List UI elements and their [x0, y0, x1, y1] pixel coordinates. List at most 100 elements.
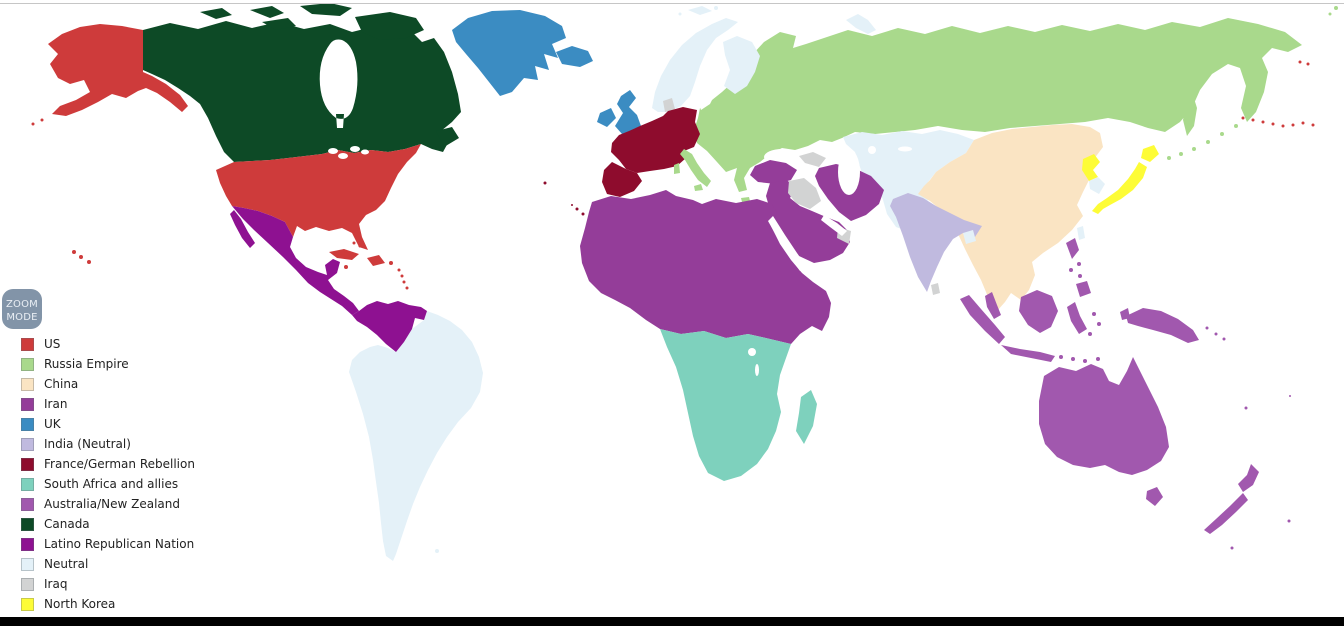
- legend-item: Canada: [21, 514, 195, 534]
- legend-label: France/German Rebellion: [44, 457, 195, 471]
- legend-swatch: [21, 497, 34, 511]
- region-tasmania[interactable]: [1146, 487, 1163, 506]
- region-iceland[interactable]: [556, 46, 593, 67]
- falkland-islands[interactable]: [435, 549, 439, 553]
- region-india[interactable]: [890, 193, 982, 292]
- legend-item: Iran: [21, 394, 195, 414]
- region-north-korea[interactable]: [1082, 154, 1100, 181]
- aleutian-islands[interactable]: [31, 60, 1315, 128]
- legend-swatch: [21, 517, 34, 531]
- region-bangladesh[interactable]: [963, 230, 976, 244]
- region-taiwan[interactable]: [1077, 226, 1085, 240]
- legend-item: France/German Rebellion: [21, 454, 195, 474]
- region-greenland[interactable]: [452, 10, 566, 96]
- legend-label: Iran: [44, 397, 68, 411]
- legend-label: UK: [44, 417, 61, 431]
- region-usa[interactable]: [216, 144, 421, 250]
- region-cuba-hispaniola[interactable]: [329, 249, 385, 266]
- indonesian-islets[interactable]: [1059, 312, 1291, 410]
- svalbard-islets[interactable]: [678, 6, 719, 16]
- legend-item: India (Neutral): [21, 434, 195, 454]
- region-sakhalin[interactable]: [1183, 92, 1197, 136]
- pacific-islets[interactable]: [1230, 519, 1291, 550]
- gulf-of-bothnia: [700, 44, 720, 92]
- region-denmark[interactable]: [663, 98, 675, 112]
- legend-item: US: [21, 334, 195, 354]
- legend-item: Latino Republican Nation: [21, 534, 195, 554]
- atlantic-islands[interactable]: [543, 181, 585, 216]
- region-finland[interactable]: [723, 36, 760, 94]
- region-colombia-venezuela[interactable]: [352, 301, 427, 352]
- region-sri-lanka[interactable]: [931, 283, 940, 295]
- hawaii-islands[interactable]: [72, 250, 91, 264]
- region-south-america[interactable]: [349, 311, 483, 561]
- legend-label: China: [44, 377, 79, 391]
- legend-swatch: [21, 577, 34, 591]
- persian-gulf: [821, 215, 847, 236]
- region-great-britain[interactable]: [615, 90, 641, 136]
- region-france-germany[interactable]: [611, 107, 700, 173]
- legend-swatch: [21, 557, 34, 571]
- map-top-border: [0, 3, 1344, 4]
- zoom-mode-button[interactable]: ZOOM MODE: [2, 289, 42, 329]
- region-japan-hokkaido[interactable]: [1141, 145, 1159, 162]
- region-north-africa[interactable]: [580, 190, 831, 344]
- region-sicily[interactable]: [694, 184, 703, 191]
- region-russia-empire[interactable]: [694, 18, 1302, 192]
- hudson-bay: [319, 39, 358, 128]
- legend-label: Iraq: [44, 577, 68, 591]
- region-iberia[interactable]: [602, 162, 642, 197]
- aral-sea: [868, 146, 876, 154]
- region-scandinavia[interactable]: [652, 18, 738, 112]
- legend-label: North Korea: [44, 597, 116, 611]
- region-australia[interactable]: [1039, 357, 1169, 475]
- region-china[interactable]: [918, 124, 1103, 311]
- region-baja-california[interactable]: [230, 210, 255, 248]
- region-svalbard[interactable]: [688, 6, 712, 15]
- region-ireland[interactable]: [597, 108, 616, 127]
- caribbean-islets[interactable]: [344, 241, 409, 290]
- legend-item: UK: [21, 414, 195, 434]
- region-novaya-zemlya[interactable]: [846, 14, 876, 34]
- legend-swatch: [21, 397, 34, 411]
- region-iraq[interactable]: [788, 178, 821, 209]
- region-sardinia[interactable]: [674, 163, 680, 174]
- red-sea: [768, 216, 806, 271]
- region-alaska[interactable]: [48, 24, 188, 116]
- legend-label: Neutral: [44, 557, 89, 571]
- region-new-zealand-north[interactable]: [1238, 464, 1259, 492]
- legend-item: Australia/New Zealand: [21, 494, 195, 514]
- legend-label: Russia Empire: [44, 357, 129, 371]
- legend-label: India (Neutral): [44, 437, 131, 451]
- baltic-sea: [697, 82, 716, 110]
- lake-tanganyika: [755, 364, 759, 376]
- region-caucasus[interactable]: [799, 152, 826, 167]
- legend-swatch: [21, 597, 34, 611]
- legend-item: North Korea: [21, 594, 195, 614]
- legend-label: Canada: [44, 517, 90, 531]
- region-turkey[interactable]: [750, 160, 797, 184]
- region-new-zealand-south[interactable]: [1204, 493, 1248, 534]
- region-central-asia[interactable]: [843, 130, 974, 231]
- lake-victoria: [748, 348, 756, 356]
- region-indonesia-malaysia[interactable]: [960, 290, 1199, 362]
- philippine-islets[interactable]: [1069, 262, 1082, 278]
- region-canada[interactable]: [143, 21, 461, 162]
- zoom-mode-label-line1: ZOOM: [5, 298, 39, 310]
- region-japan-honshu[interactable]: [1092, 162, 1147, 214]
- region-arabia-levant[interactable]: [766, 180, 850, 263]
- region-philippines[interactable]: [1066, 238, 1091, 297]
- kuril-islands[interactable]: [1167, 6, 1338, 160]
- region-south-korea[interactable]: [1089, 177, 1105, 194]
- region-mexico-central-america[interactable]: [232, 206, 359, 315]
- region-crete[interactable]: [741, 197, 750, 202]
- region-madagascar[interactable]: [796, 390, 817, 444]
- legend-label: Australia/New Zealand: [44, 497, 180, 511]
- legend-swatch: [21, 437, 34, 451]
- region-italy[interactable]: [680, 149, 711, 187]
- lake-balkhash: [898, 146, 912, 152]
- legend-swatch: [21, 417, 34, 431]
